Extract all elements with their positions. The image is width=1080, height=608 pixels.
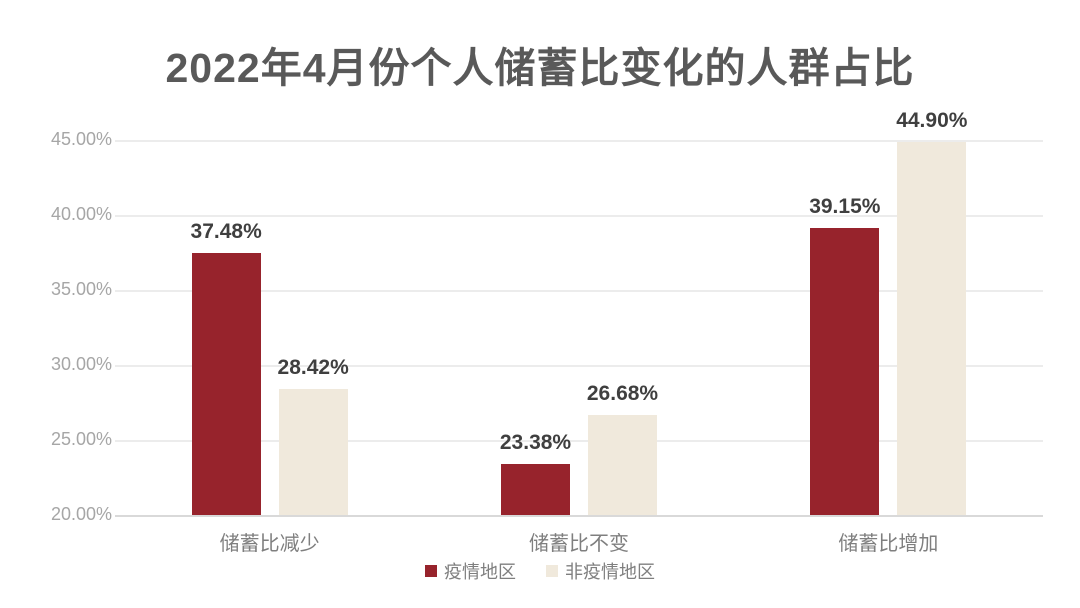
gridline (115, 290, 1043, 292)
data-label: 37.48% (190, 219, 262, 243)
y-axis-tick-label: 40.00% (50, 204, 112, 224)
chart-title: 2022年4月份个人储蓄比变化的人群占比 (165, 45, 915, 91)
legend-swatch-icon (546, 565, 558, 577)
category-label: 储蓄比减少 (219, 533, 320, 555)
data-label: 28.42% (277, 355, 349, 379)
data-label: 26.68% (586, 381, 659, 405)
legend-swatch-icon (425, 565, 437, 577)
gridline (115, 365, 1043, 367)
legend: 疫情地区 非疫情地区 (0, 558, 1080, 584)
y-axis-tick-label: 45.00% (50, 129, 112, 149)
bar-非疫情地区-储蓄比增加 (897, 141, 967, 515)
x-axis-line (115, 515, 1043, 517)
gridline (115, 140, 1043, 142)
bar-疫情地区-储蓄比增加 (810, 227, 880, 515)
legend-item: 非疫情地区 (546, 558, 655, 584)
bar-疫情地区-储蓄比减少 (191, 252, 261, 515)
data-label: 44.90% (896, 108, 968, 132)
y-axis-tick-label: 25.00% (50, 429, 112, 449)
legend-item: 疫情地区 (425, 558, 516, 584)
y-axis-tick-label: 30.00% (50, 354, 112, 374)
legend-label: 疫情地区 (444, 562, 516, 582)
plot-area: 20.00% 25.00% 30.00% 35.00% 40.00% 45.00% 37.4… (51, 109, 1043, 555)
bar-非疫情地区-储蓄比不变 (588, 414, 657, 515)
category-label: 储蓄比增加 (838, 533, 939, 555)
gridline (115, 215, 1043, 217)
data-label: 39.15% (809, 194, 881, 218)
category-label: 储蓄比不变 (529, 533, 629, 555)
legend-label: 非疫情地区 (565, 562, 655, 582)
data-label: 23.38% (499, 431, 572, 455)
y-axis-tick-label: 35.00% (50, 279, 112, 299)
gridline (115, 440, 1043, 442)
y-axis-tick-label: 20.00% (50, 504, 112, 524)
bar-疫情地区-储蓄比不变 (501, 464, 570, 515)
bar-非疫情地区-储蓄比减少 (278, 388, 348, 515)
